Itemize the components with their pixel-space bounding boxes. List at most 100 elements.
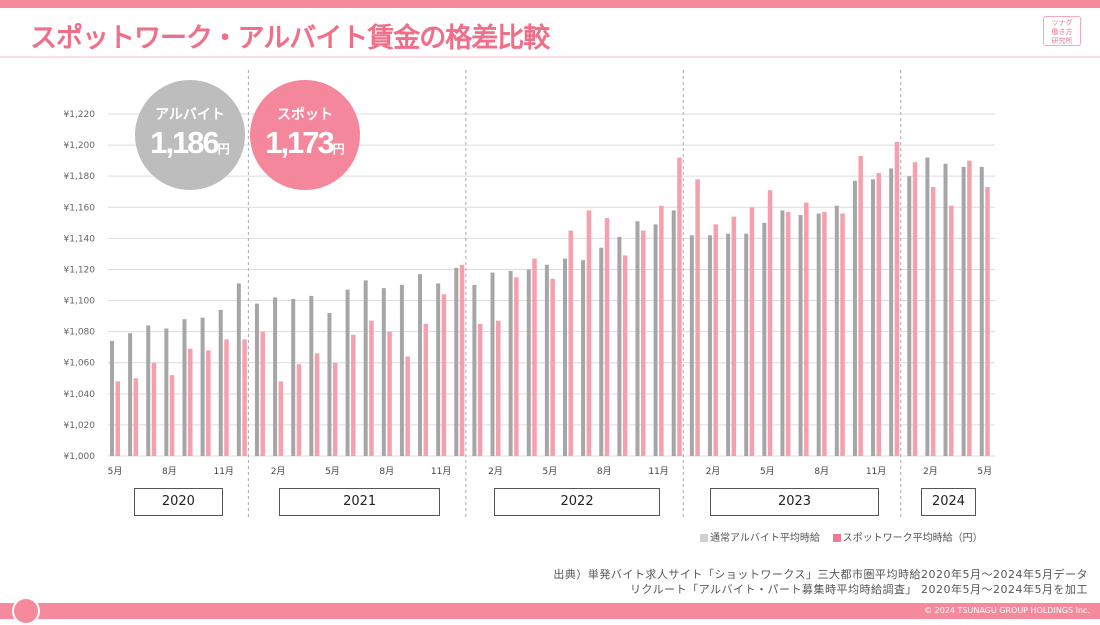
bar-spot (695, 179, 700, 457)
bar-arubaito (418, 274, 423, 456)
bar-spot (876, 173, 882, 456)
bar-arubaito (273, 297, 278, 456)
bar-spot (133, 378, 139, 456)
callout-label: スポット (277, 107, 333, 123)
bar-spot (405, 356, 410, 456)
bar-arubaito (635, 221, 640, 456)
x-tick-label: 5月 (108, 466, 123, 477)
bar-spot (822, 211, 827, 456)
bar-arubaito (581, 260, 586, 456)
bar-spot (785, 211, 791, 456)
bar-arubaito (399, 285, 404, 456)
y-tick-label: ¥1,180 (64, 172, 96, 182)
page-title: スポットワーク・アルバイト賃金の格差比較 (30, 23, 550, 54)
y-tick-label: ¥1,040 (64, 390, 96, 400)
bar-arubaito (146, 325, 151, 456)
bar-spot (949, 205, 954, 456)
bar-arubaito (907, 176, 912, 456)
y-tick-label: ¥1,140 (64, 234, 96, 244)
bar-spot (369, 320, 374, 456)
bar-arubaito (218, 309, 223, 456)
x-tick-label: 2月 (271, 466, 286, 477)
bar-spot (477, 323, 483, 456)
page-indicator (12, 597, 40, 625)
bar-spot (514, 277, 519, 456)
bar-spot (169, 375, 175, 456)
bar-arubaito (436, 283, 441, 456)
bar-spot (441, 294, 447, 456)
x-tick-label: 8月 (379, 466, 394, 477)
bar-arubaito (617, 236, 622, 456)
bar-arubaito (780, 210, 785, 456)
source-line: 出典）単発バイト求人サイト「ショットワークス」三大都市圏平均時給2020年5月～… (553, 568, 1088, 581)
bar-arubaito (454, 267, 459, 456)
bar-arubaito (345, 289, 350, 456)
bar-spot (314, 353, 320, 456)
bar-arubaito (707, 235, 712, 456)
bar-arubaito (852, 180, 857, 456)
x-tick-label: 2月 (706, 466, 721, 477)
bar-arubaito (327, 312, 332, 456)
x-tick-label: 11月 (648, 466, 668, 477)
y-tick-label: ¥1,220 (64, 110, 96, 120)
y-tick-label: ¥1,000 (64, 452, 96, 462)
logo: ツナグ 働き方 研究所 (1043, 16, 1081, 46)
x-tick-label: 11月 (213, 466, 233, 477)
bar-arubaito (381, 288, 386, 456)
bar-spot (351, 334, 356, 456)
x-tick-label: 11月 (431, 466, 451, 477)
bar-arubaito (128, 333, 133, 456)
bar-arubaito (943, 163, 948, 456)
y-tick-label: ¥1,120 (64, 265, 96, 275)
bar-spot (912, 162, 918, 456)
bar-arubaito (544, 264, 549, 456)
bar-arubaito (164, 328, 169, 456)
bar-arubaito (110, 340, 114, 456)
bar-spot (242, 339, 247, 456)
bar-spot (930, 187, 936, 456)
bar-arubaito (490, 272, 495, 456)
bar-spot (278, 381, 284, 456)
callout-value: 1,173円 (250, 124, 360, 168)
year-label-2021: 2021 (278, 488, 441, 516)
bar-arubaito (653, 224, 658, 456)
legend-label: スポットワーク平均時給（円） (842, 533, 983, 544)
bar-arubaito (762, 222, 767, 456)
bar-arubaito (871, 179, 876, 457)
x-tick-label: 2月 (488, 466, 503, 477)
bar-arubaito (291, 298, 296, 456)
logo-line: 働き方 (1051, 28, 1073, 36)
legend-swatch-gray (700, 534, 708, 542)
x-tick-label: 5月 (760, 466, 775, 477)
bar-arubaito (671, 210, 676, 456)
bar-arubaito (363, 280, 368, 456)
bar-arubaito (508, 271, 513, 456)
bar-arubaito (726, 233, 731, 456)
bar-arubaito (599, 247, 604, 456)
y-tick-label: ¥1,100 (64, 297, 96, 307)
bar-spot (550, 278, 555, 456)
y-tick-label: ¥1,060 (64, 359, 96, 369)
bar-spot (894, 141, 900, 456)
title-divider (0, 56, 1100, 58)
y-tick-label: ¥1,160 (64, 203, 96, 213)
bar-spot (332, 362, 338, 456)
year-label-2024: 2024 (921, 488, 976, 516)
bar-arubaito (961, 166, 966, 456)
bar-arubaito (798, 215, 803, 456)
logo-line: ツナグ (1051, 19, 1073, 27)
bar-spot (187, 348, 193, 456)
bar-spot (496, 320, 501, 456)
bar-spot (532, 258, 537, 456)
bar-arubaito (309, 295, 314, 456)
bar-arubaito (236, 283, 241, 456)
bar-spot (151, 362, 157, 456)
bar-spot (677, 157, 682, 456)
bar-spot (731, 216, 737, 456)
legend-swatch-pink (832, 534, 841, 542)
bar-spot (713, 224, 718, 456)
bar-spot (296, 364, 302, 456)
bar-spot (804, 202, 809, 456)
y-tick-label: ¥1,020 (64, 421, 96, 431)
bar-spot (749, 207, 755, 456)
